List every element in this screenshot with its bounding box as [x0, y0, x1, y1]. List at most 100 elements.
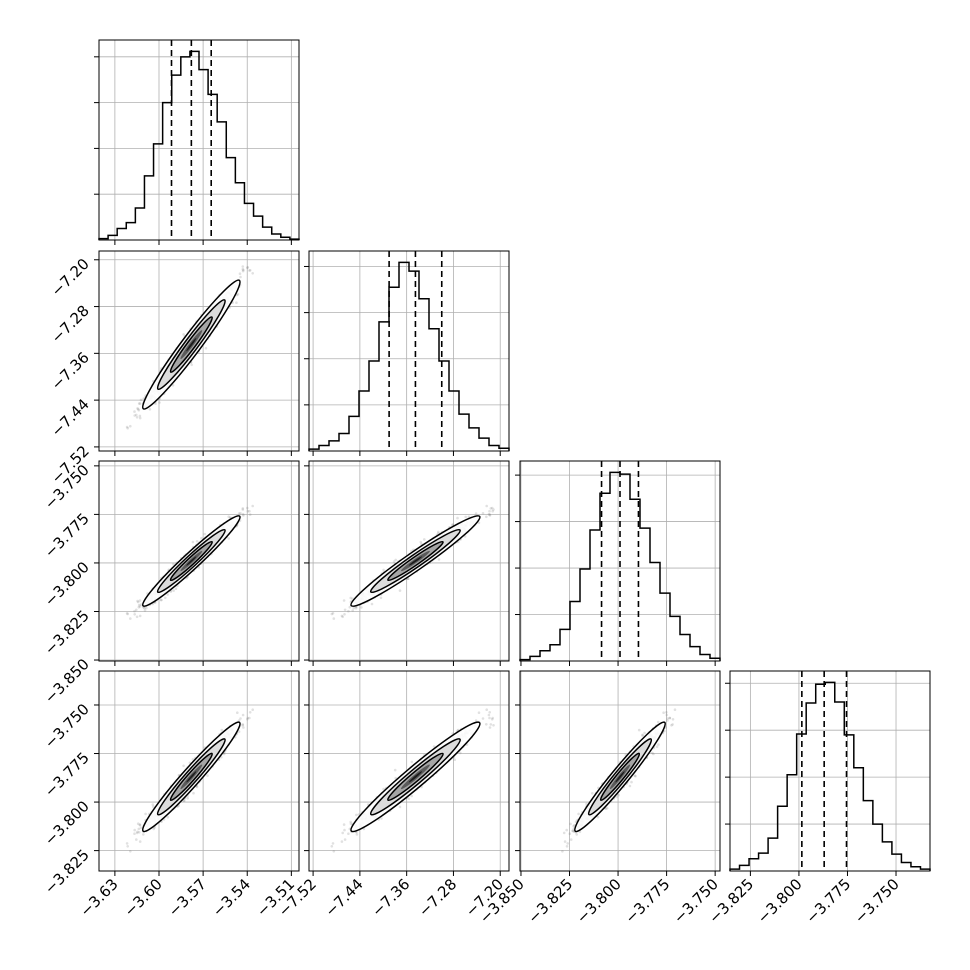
sample-point	[143, 609, 147, 612]
sample-point	[241, 507, 245, 510]
sample-point	[246, 266, 249, 270]
sample-point	[437, 530, 440, 534]
sample-point	[227, 515, 230, 518]
histogram-step	[308, 261, 510, 451]
sample-point	[138, 414, 142, 418]
sample-point	[190, 363, 193, 367]
sample-point	[172, 589, 175, 592]
panel-frame	[98, 250, 300, 452]
sample-point	[248, 269, 251, 272]
sample-point	[392, 560, 396, 563]
sample-point	[125, 612, 129, 615]
panel-frame	[519, 460, 721, 662]
grid-lines	[99, 251, 299, 451]
sample-point	[137, 408, 141, 412]
sample-point	[246, 509, 250, 513]
sample-point	[133, 609, 136, 613]
sample-point	[242, 268, 245, 272]
sample-point	[125, 425, 129, 429]
sample-point	[343, 613, 346, 616]
sample-point	[126, 426, 129, 430]
sample-point	[164, 596, 167, 600]
sample-point	[241, 265, 245, 268]
panel-2-1	[304, 460, 510, 666]
sample-point	[485, 504, 489, 508]
panel-2-2	[515, 460, 721, 666]
sample-point	[154, 402, 157, 406]
sample-point	[135, 615, 139, 619]
contour-line	[141, 279, 241, 410]
sample-point	[331, 612, 335, 615]
sample-point	[481, 512, 485, 515]
sample-point	[241, 508, 245, 511]
sample-point	[135, 416, 139, 419]
sample-point	[135, 608, 138, 612]
density-layer	[125, 265, 254, 430]
sample-point	[139, 603, 143, 606]
sample-point	[191, 540, 195, 544]
sample-point	[182, 333, 185, 336]
sample-point	[394, 558, 398, 562]
sample-point	[242, 514, 245, 517]
sample-point	[138, 605, 142, 608]
sample-point	[489, 507, 493, 510]
sample-point	[352, 606, 356, 610]
sample-point	[379, 596, 383, 600]
sample-point	[204, 346, 208, 350]
sample-point	[171, 384, 175, 387]
sample-point	[492, 508, 495, 511]
density-fill	[186, 337, 197, 352]
y-tick-label: −7.44	[48, 395, 93, 440]
sample-point	[133, 410, 136, 413]
sample-point	[227, 537, 230, 540]
density-layer	[125, 708, 254, 853]
sample-point	[347, 609, 350, 613]
sample-point	[200, 536, 203, 540]
density-fill	[186, 556, 197, 566]
sample-point	[138, 614, 142, 618]
sample-point	[172, 563, 175, 566]
grid-lines	[99, 40, 299, 240]
sample-point	[251, 272, 254, 275]
sample-point	[237, 512, 241, 515]
sample-point	[239, 512, 242, 515]
sample-point	[143, 607, 146, 610]
sample-point	[251, 504, 254, 508]
sample-point	[348, 605, 352, 609]
sample-point	[341, 615, 345, 619]
panel-frame	[98, 39, 300, 241]
sample-point	[133, 414, 136, 417]
sample-point	[420, 542, 423, 546]
sample-point	[488, 514, 492, 517]
density-fill	[408, 556, 423, 566]
sample-point	[248, 269, 252, 272]
contour-line	[350, 515, 481, 607]
sample-point	[133, 613, 136, 616]
y-tick-label: −7.20	[48, 255, 93, 300]
y-tick-label: −3.825	[41, 607, 93, 659]
sample-point	[354, 607, 358, 610]
sample-point	[145, 606, 148, 610]
sample-point	[126, 612, 129, 616]
sample-point	[239, 275, 242, 279]
sample-point	[160, 598, 163, 602]
y-tick-label: −7.36	[48, 348, 93, 393]
contour-line	[156, 299, 226, 391]
sample-point	[138, 416, 142, 420]
y-tick-label: −7.28	[48, 302, 93, 347]
sample-point	[136, 600, 140, 604]
sample-point	[138, 402, 142, 405]
contour-line	[387, 540, 444, 582]
histogram-step	[98, 50, 300, 240]
sample-point	[195, 540, 199, 543]
sample-point	[382, 568, 385, 572]
sample-point	[474, 512, 478, 515]
grid-lines	[309, 461, 509, 661]
density-layer	[330, 504, 495, 620]
sample-point	[463, 535, 467, 538]
sample-point	[477, 521, 481, 525]
sample-point	[343, 608, 347, 612]
contour-line	[141, 515, 241, 607]
sample-point	[238, 272, 242, 276]
sample-point	[159, 598, 163, 602]
